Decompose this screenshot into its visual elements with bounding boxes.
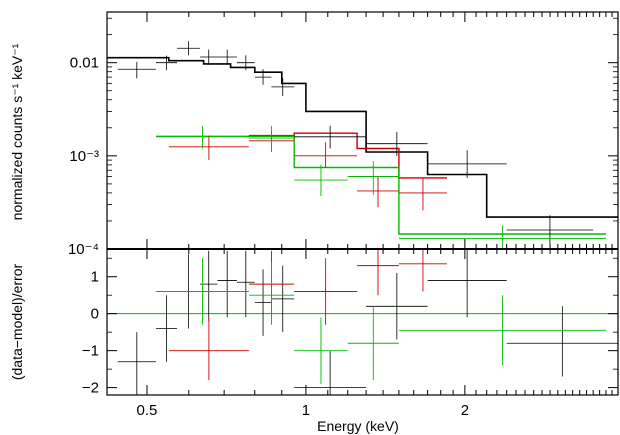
residual-black-point-6 [254,269,272,336]
spectrum-black-point-10 [427,150,507,178]
green-model-step-line [156,135,606,235]
spectrum-red-point-2 [294,142,358,168]
residuals-ytick-label: −1 [82,343,99,360]
spectrum-green-point-3 [347,161,399,195]
energy-xlabel: Energy (keV) [317,418,399,434]
axes-layer: 0.01 10⁻³ 10⁻⁴ 1 0 −1 −2 0.5 1 2 [68,11,619,419]
residual-red-point-0 [168,317,249,381]
spectrum-ytick-label: 10⁻⁴ [68,241,99,258]
residual-green-point-1 [248,261,295,325]
spectrum-black-point-7 [271,78,295,96]
residual-points-layer [107,249,618,395]
residuals-ytick-label: 1 [91,269,99,286]
residual-black-point-1 [155,295,178,362]
spectrum-black-point-6 [254,69,272,85]
residuals-ytick-label: −2 [82,380,99,397]
spectrum-black-point-3 [199,49,218,65]
residual-red-point-2 [294,258,358,325]
residual-black-point-9 [366,273,428,340]
spectrum-black-point-4 [217,49,237,65]
residual-black-point-8 [294,350,367,395]
spectrum-black-point-2 [177,41,200,56]
residuals-frame [106,248,619,396]
spectrum-frame [106,11,619,250]
residual-red-point-3 [357,249,399,296]
black-model-step-line [107,56,618,218]
spectrum-red-point-0 [168,135,249,161]
spectrum-green-point-1 [248,125,295,152]
residual-black-point-5 [236,250,255,318]
spectrum-ytick-label: 0.01 [70,55,99,72]
residuals-ytick-label: 0 [91,306,99,323]
spectrum-black-point-11 [506,215,594,246]
residual-green-point-4 [398,295,606,366]
residual-black-point-10 [427,249,507,318]
spectrum-points-layer [117,41,606,249]
spectrum-green-point-2 [294,164,348,197]
xtick-label: 2 [461,402,469,419]
spectrum-black-point-0 [117,61,156,79]
spectrum-ytick-label: 10⁻³ [69,148,99,165]
spectrum-green-point-0 [155,125,249,149]
spectrum-black-point-8 [294,125,367,149]
spectrum-ylabel: normalized counts s⁻¹ keV⁻¹ [9,43,25,220]
xtick-label: 0.5 [137,402,158,419]
xtick-label: 1 [302,402,310,419]
residual-black-point-0 [117,332,156,395]
spectrum-black-point-1 [155,55,178,71]
model-steps-layer [107,56,618,235]
spectrum-red-point-4 [398,177,447,211]
residual-green-point-0 [155,258,249,325]
spectrum-black-point-9 [366,132,428,156]
spectrum-black-point-5 [236,55,255,71]
spectrum-green-point-4 [398,225,606,249]
residual-black-point-4 [217,250,237,318]
residuals-ylabel: (data−model)/error [9,263,25,380]
residual-black-point-11 [506,306,618,377]
labels-layer: normalized counts s⁻¹ keV⁻¹ (data−model)… [9,43,399,434]
residual-red-point-4 [398,249,447,292]
residual-green-point-3 [347,306,399,381]
residual-green-point-2 [294,317,348,384]
spectrum-red-point-3 [357,176,399,208]
residual-black-point-7 [271,265,295,333]
